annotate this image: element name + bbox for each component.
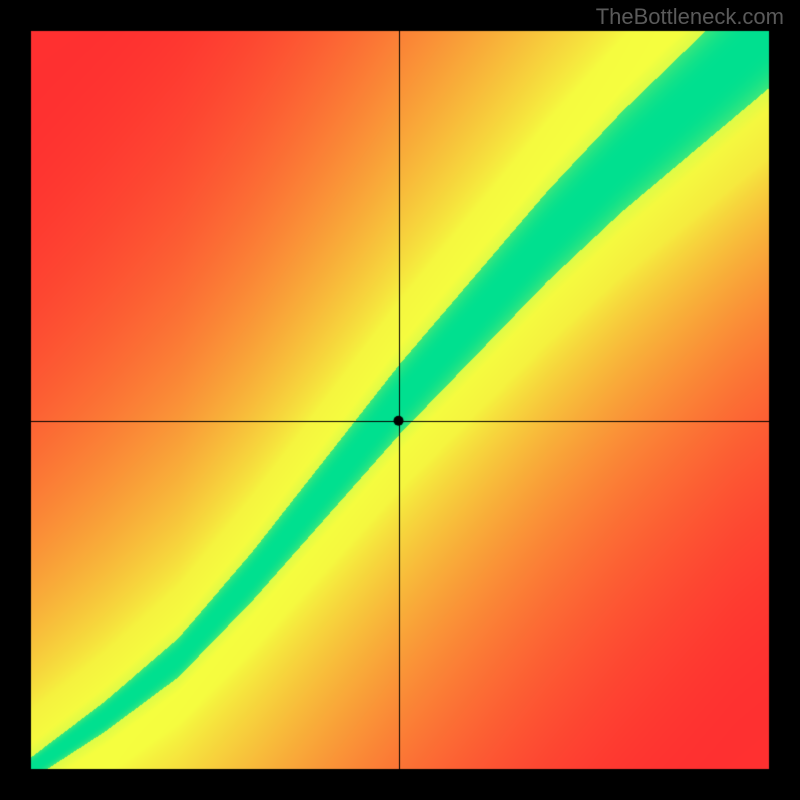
- watermark-text: TheBottleneck.com: [596, 4, 784, 30]
- chart-container: TheBottleneck.com: [0, 0, 800, 800]
- heatmap-canvas: [0, 0, 800, 800]
